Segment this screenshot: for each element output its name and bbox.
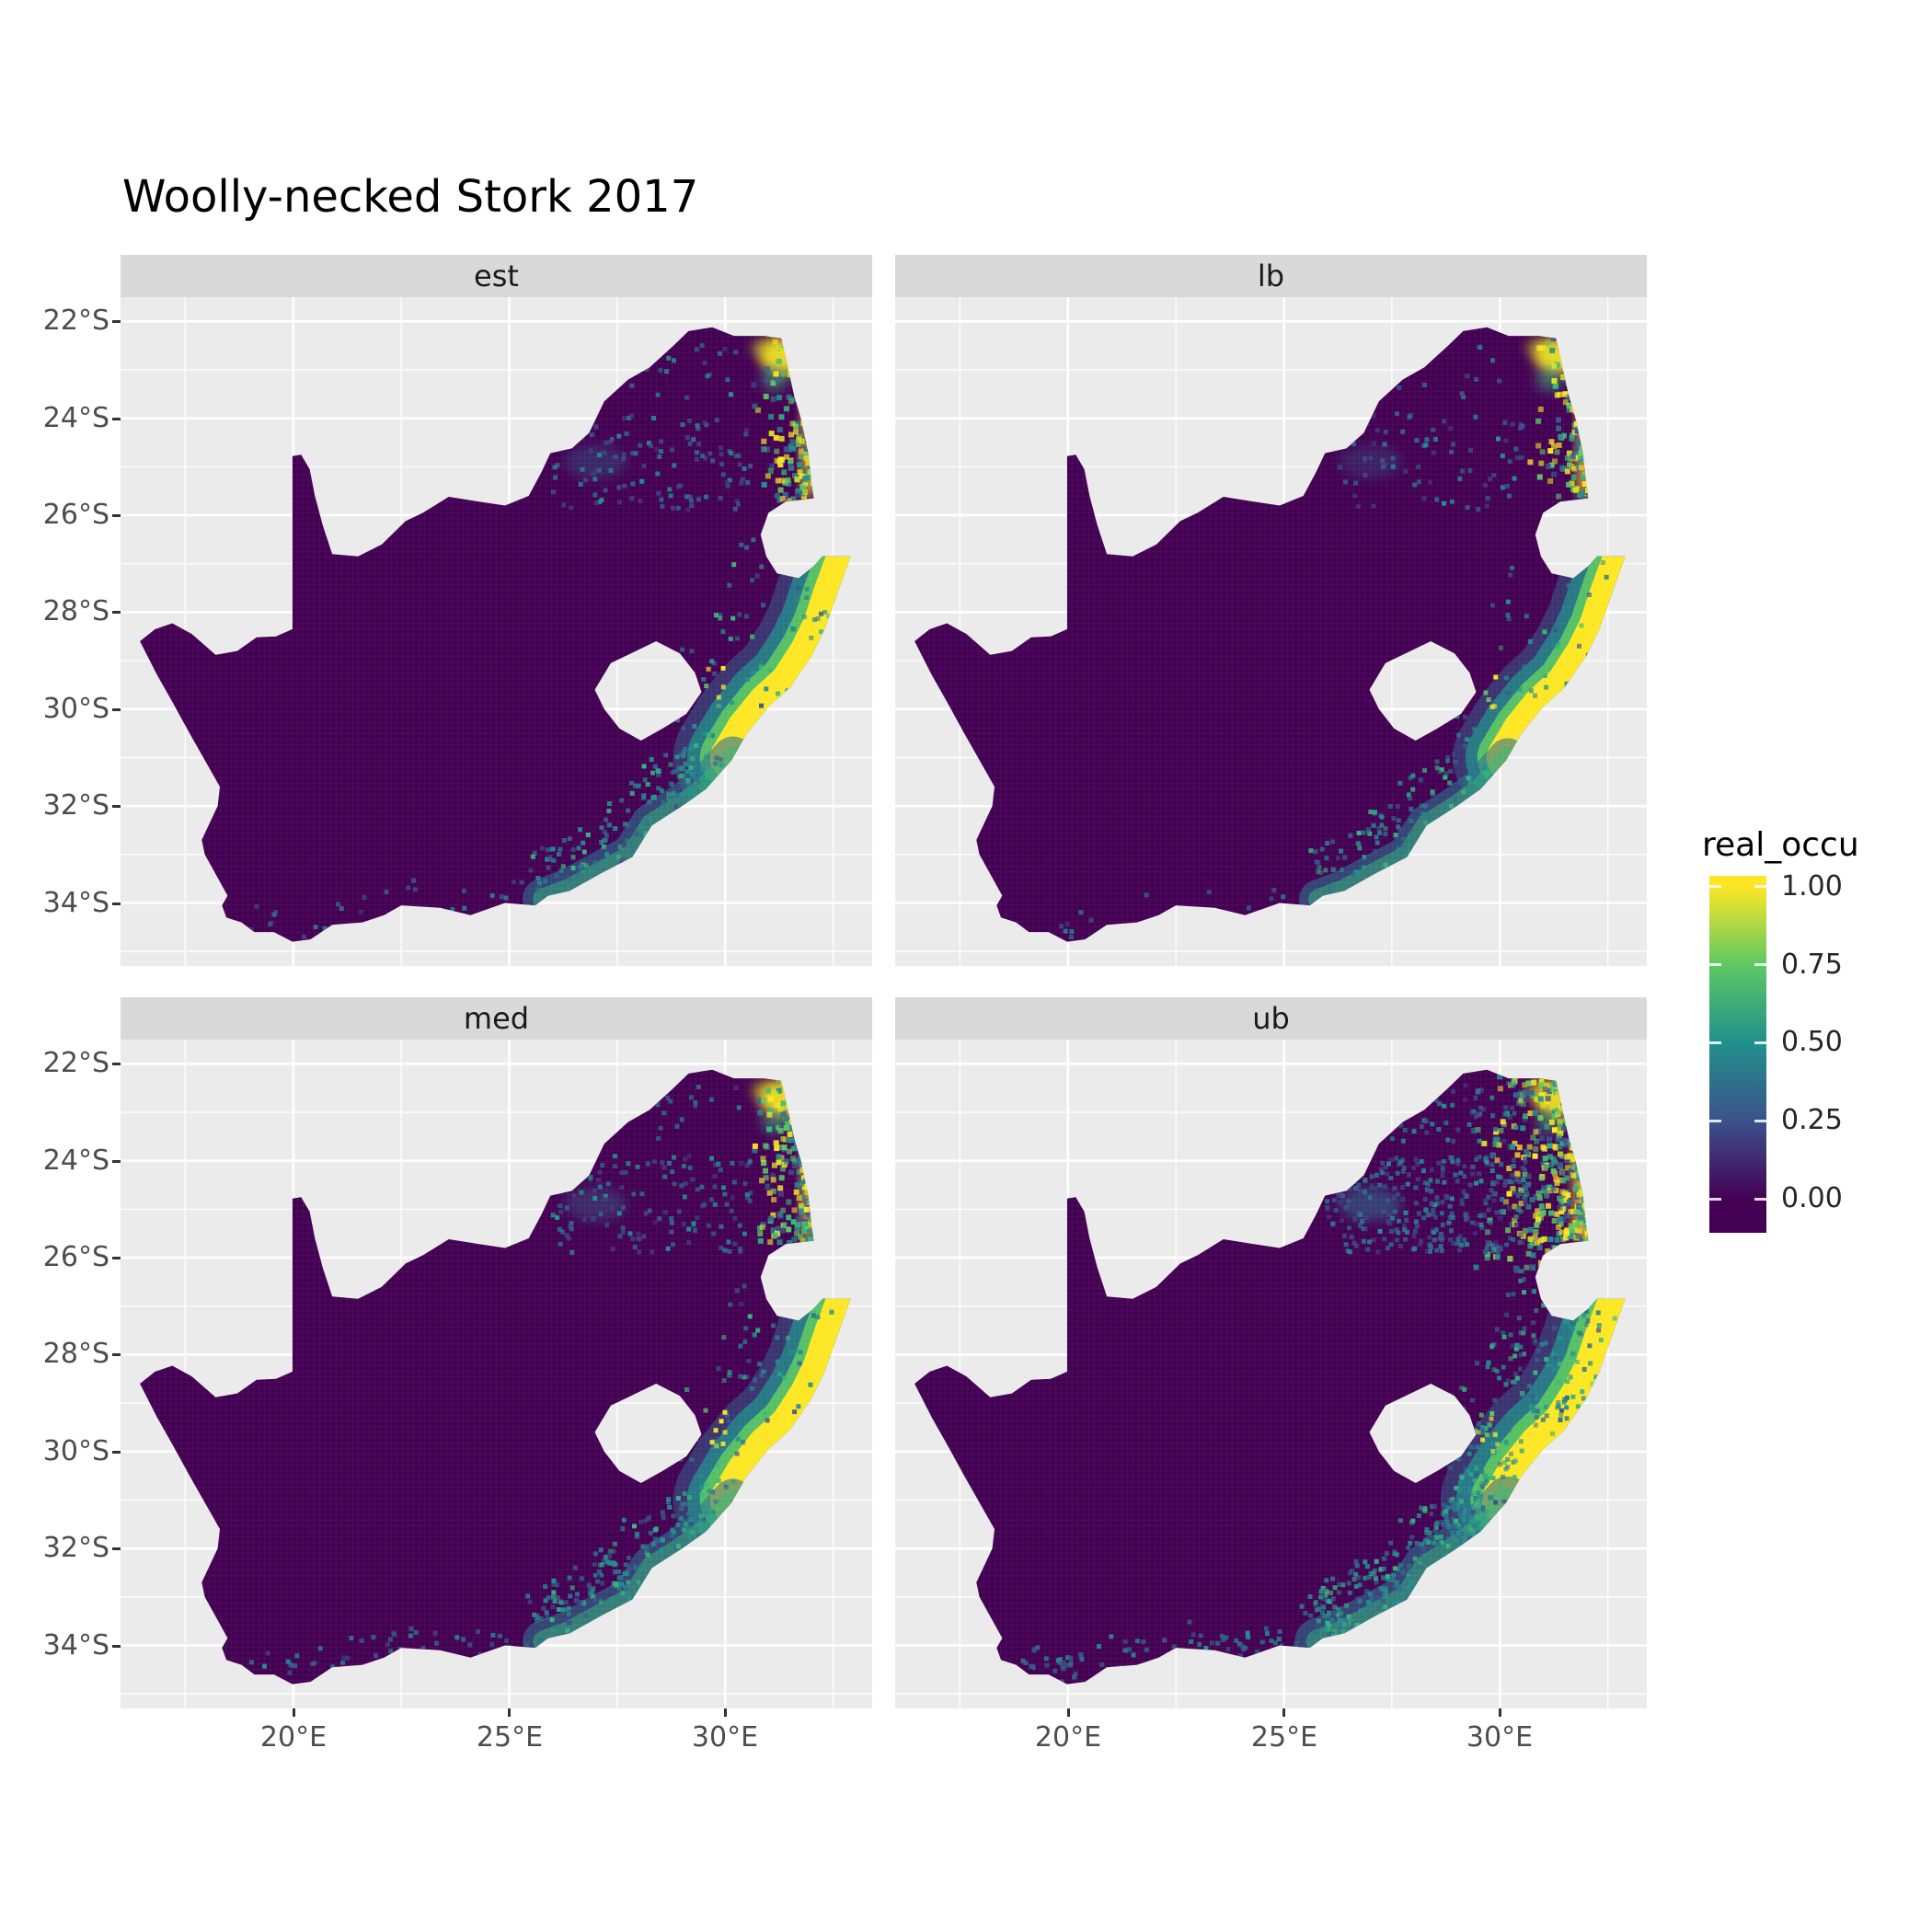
legend: real_occu 1.00 0.75 0.50 0.25 0.00	[1702, 826, 1932, 1268]
facet-strip-med: med	[121, 997, 872, 1040]
map-lb	[895, 297, 1647, 966]
map-med	[121, 1040, 872, 1708]
facet-panel-ub	[895, 1040, 1647, 1708]
y-axis-label: 28°S	[42, 595, 109, 627]
legend-tick-label: 0.75	[1781, 948, 1843, 981]
y-axis-tick	[112, 903, 121, 905]
x-axis-label: 25°E	[476, 1721, 544, 1754]
legend-tick	[1709, 1197, 1721, 1201]
y-axis-label: 26°S	[42, 499, 109, 531]
legend-title: real_occu	[1702, 826, 1859, 864]
x-axis-label: 25°E	[1250, 1721, 1318, 1754]
legend-tick-label: 0.50	[1781, 1026, 1843, 1059]
y-axis-tick	[112, 1160, 121, 1163]
x-axis-tick	[724, 1708, 727, 1717]
facet-strip-label: med	[463, 1001, 530, 1036]
y-axis-label: 24°S	[42, 1144, 109, 1177]
y-axis-tick	[112, 1451, 121, 1454]
y-axis-tick	[112, 1063, 121, 1065]
x-axis-tick	[1499, 1708, 1501, 1717]
x-axis-label: 20°E	[259, 1721, 328, 1754]
legend-tick-label: 0.25	[1781, 1104, 1843, 1137]
y-axis-label: 34°S	[42, 887, 109, 919]
legend-tick	[1709, 1119, 1721, 1122]
y-axis-tick	[112, 1353, 121, 1356]
facet-strip-label: lb	[1257, 259, 1285, 293]
map-ub	[895, 1040, 1647, 1708]
legend-tick	[1754, 1119, 1766, 1122]
y-axis-tick	[112, 1547, 121, 1550]
y-axis-label: 34°S	[42, 1629, 109, 1662]
y-axis-label: 32°S	[42, 1532, 109, 1564]
y-axis-tick	[112, 418, 121, 420]
y-axis-label: 30°S	[42, 1435, 109, 1467]
legend-tick	[1754, 963, 1766, 966]
y-axis-label: 22°S	[42, 1047, 109, 1079]
legend-tick-label: 0.00	[1781, 1182, 1843, 1215]
facet-panel-est	[121, 297, 872, 966]
y-axis-label: 30°S	[42, 693, 109, 725]
x-axis-label: 30°E	[691, 1721, 759, 1754]
x-axis-tick	[1282, 1708, 1285, 1717]
legend-tick	[1709, 963, 1721, 966]
x-axis-tick	[1067, 1708, 1070, 1717]
y-axis-label: 28°S	[42, 1338, 109, 1370]
y-axis-label: 24°S	[42, 402, 109, 434]
facet-strip-label: ub	[1252, 1001, 1290, 1036]
facet-strip-lb: lb	[895, 255, 1647, 297]
x-axis-tick	[293, 1708, 295, 1717]
y-axis-label: 26°S	[42, 1241, 109, 1273]
legend-tick	[1709, 885, 1721, 889]
legend-tick-label: 1.00	[1781, 869, 1843, 903]
x-axis-label: 20°E	[1034, 1721, 1102, 1754]
facet-strip-label: est	[474, 259, 519, 293]
facet-strip-est: est	[121, 255, 872, 297]
x-axis-label: 30°E	[1466, 1721, 1534, 1754]
y-axis-tick	[112, 1257, 121, 1259]
y-axis-tick	[112, 1645, 121, 1648]
facet-panel-med	[121, 1040, 872, 1708]
y-axis-tick	[112, 514, 121, 517]
y-axis-tick	[112, 611, 121, 614]
facet-panel-lb	[895, 297, 1647, 966]
legend-tick	[1709, 1041, 1721, 1044]
legend-tick	[1754, 1197, 1766, 1201]
y-axis-tick	[112, 320, 121, 323]
y-axis-tick	[112, 708, 121, 711]
legend-colorbar	[1709, 876, 1766, 1233]
y-axis-label: 22°S	[42, 305, 109, 337]
y-axis-label: 32°S	[42, 789, 109, 822]
map-est	[121, 297, 872, 966]
legend-tick	[1754, 1041, 1766, 1044]
legend-tick	[1754, 885, 1766, 889]
y-axis-tick	[112, 805, 121, 808]
x-axis-tick	[508, 1708, 511, 1717]
facet-strip-ub: ub	[895, 997, 1647, 1040]
plot-title: Woolly-necked Stork 2017	[122, 171, 699, 223]
